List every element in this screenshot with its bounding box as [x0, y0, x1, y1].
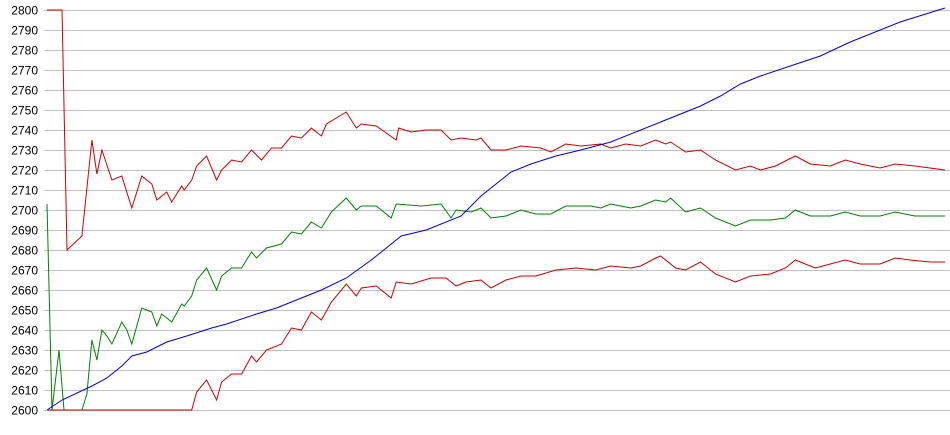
gridlines: [44, 10, 950, 411]
series-line: [46, 7, 946, 411]
y-tick-label: 2600: [11, 404, 38, 418]
y-tick-label: 2740: [11, 124, 38, 138]
y-tick-label: 2800: [11, 4, 38, 18]
y-tick-label: 2790: [11, 24, 38, 38]
y-tick-label: 2680: [11, 244, 38, 258]
y-tick-label: 2760: [11, 84, 38, 98]
series-4: [47, 255, 945, 411]
y-axis-ticks: 2600 2610 2620 2630 2640 2650 2660 2670 2680 2690…: [11, 4, 38, 418]
y-tick-label: 2780: [11, 44, 38, 58]
y-tick-label: 2750: [11, 104, 38, 118]
y-tick-label: 2620: [11, 364, 38, 378]
y-tick-label: 2770: [11, 64, 38, 78]
series-line: [47, 255, 945, 411]
series-group: [46, 7, 946, 411]
y-tick-label: 2710: [11, 184, 38, 198]
y-tick-label: 2670: [11, 264, 38, 278]
y-tick-label: 2630: [11, 344, 38, 358]
series-3: [46, 7, 946, 411]
series-line: [47, 9, 946, 252]
y-tick-label: 2610: [11, 384, 38, 398]
y-tick-label: 2640: [11, 324, 38, 338]
y-tick-label: 2720: [11, 164, 38, 178]
y-tick-label: 2730: [11, 144, 38, 158]
y-tick-label: 2690: [11, 224, 38, 238]
series-1: [47, 9, 946, 252]
y-tick-label: 2700: [11, 204, 38, 218]
series-line: [46, 197, 945, 411]
y-tick-label: 2660: [11, 284, 38, 298]
y-tick-label: 2650: [11, 304, 38, 318]
series-2: [46, 197, 945, 411]
